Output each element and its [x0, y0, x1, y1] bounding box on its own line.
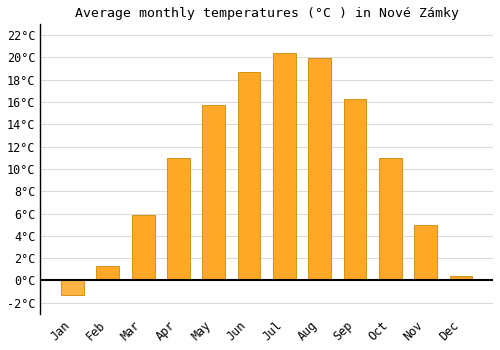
Bar	[238, 72, 260, 280]
Bar	[61, 280, 84, 295]
Bar	[273, 53, 296, 280]
Bar	[167, 158, 190, 280]
Bar	[132, 215, 154, 280]
Title: Average monthly temperatures (°C ) in Nové Zámky: Average monthly temperatures (°C ) in No…	[74, 7, 458, 20]
Bar	[96, 266, 119, 280]
Bar	[379, 158, 402, 280]
Bar	[308, 58, 331, 280]
Bar	[202, 105, 225, 280]
Bar	[344, 99, 366, 280]
Bar	[414, 225, 437, 280]
Bar	[450, 276, 472, 280]
